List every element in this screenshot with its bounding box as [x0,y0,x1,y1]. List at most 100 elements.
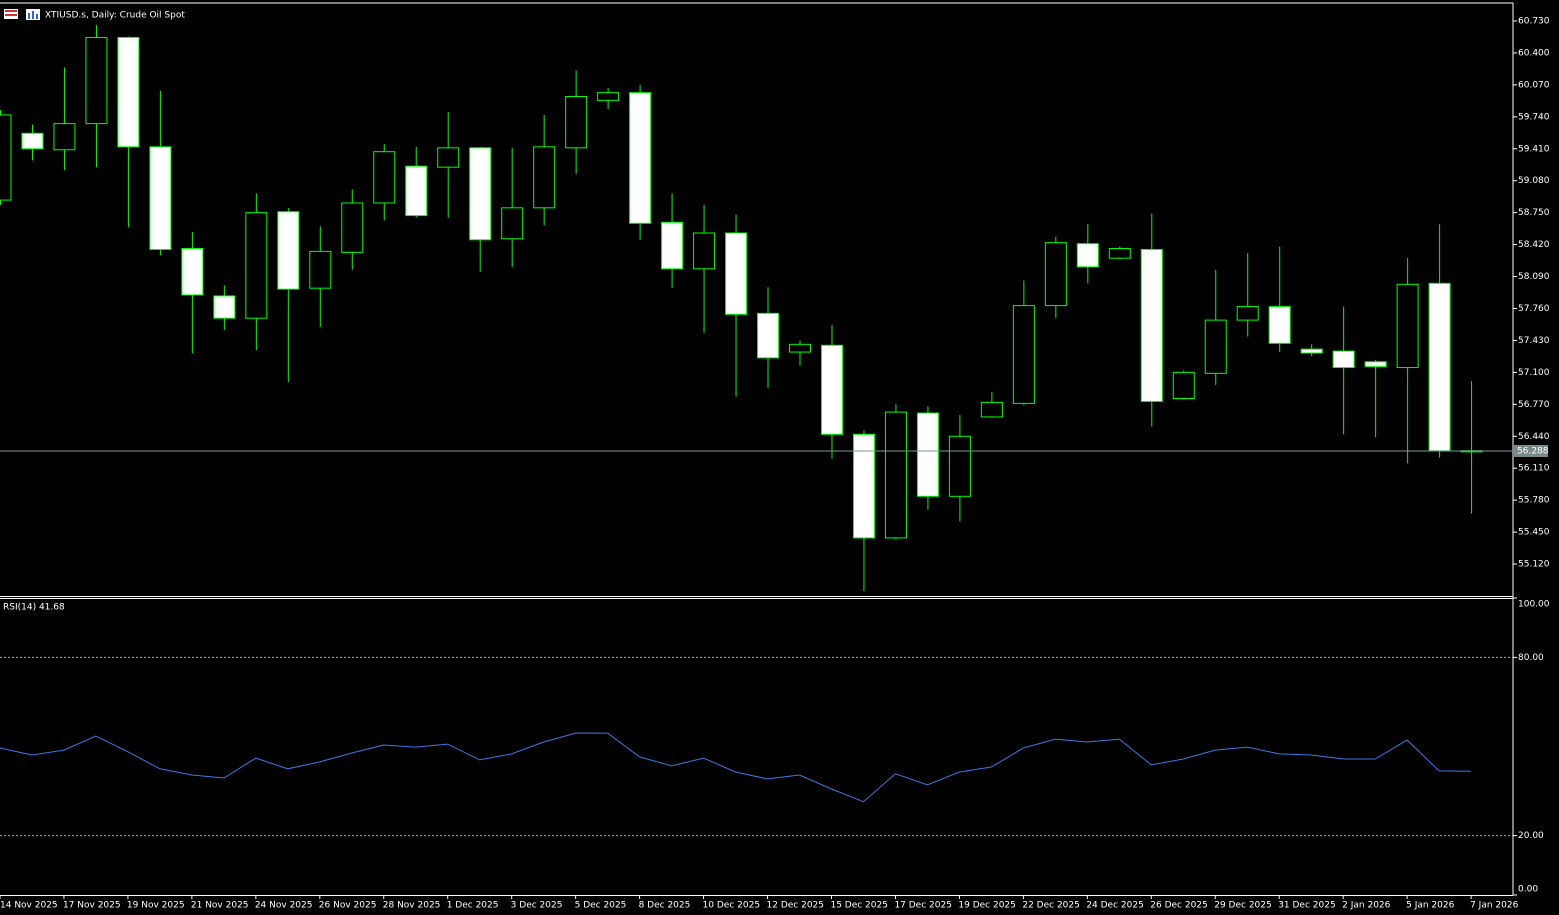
rsi-line [0,732,1472,803]
candle-body [1300,348,1323,354]
y-tick-label: 55.120 [1518,560,1550,570]
candle-body [661,221,684,270]
candle-body [213,295,236,319]
candle-body [820,344,843,435]
candle-body [1428,282,1451,452]
x-tick-label: 19 Dec 2025 [958,901,1016,911]
candle-body [1108,247,1131,259]
candle-body [884,411,907,539]
x-tick-label: 5 Jan 2026 [1406,901,1454,911]
y-tick-label: 60.070 [1518,80,1550,90]
candle-body [852,433,875,539]
x-tick-label: 19 Nov 2025 [127,901,185,911]
candle-body [565,96,588,149]
y-tick-label: 20.00 [1518,831,1544,841]
candle-body [597,92,620,101]
x-tick-label: 24 Dec 2025 [1086,901,1144,911]
y-tick-label: 56.770 [1518,400,1550,410]
y-tick-label: 60.400 [1518,48,1550,58]
candle-body [693,232,716,270]
x-tick-label: 17 Dec 2025 [894,901,952,911]
candle-body [1140,248,1163,402]
candle-body [277,211,300,290]
candle-body [373,151,396,204]
y-tick-label: 57.430 [1518,336,1550,346]
y-tick-label: 57.100 [1518,368,1550,378]
candle-body [916,412,939,497]
x-tick-label: 17 Nov 2025 [63,901,121,911]
candle-body [245,212,268,319]
x-tick-label: 3 Dec 2025 [511,901,563,911]
candle-body [469,147,492,241]
y-tick-label: 55.450 [1518,528,1550,538]
candle-body [341,202,364,253]
x-tick-label: 28 Nov 2025 [383,901,441,911]
x-tick-label: 12 Dec 2025 [767,901,825,911]
candle-body [21,132,44,150]
y-tick-label: 58.090 [1518,272,1550,282]
candle-body [789,343,811,353]
candle-body [117,36,140,148]
x-tick-label: 29 Dec 2025 [1214,901,1272,911]
candle-body [1044,242,1067,307]
candle-body [1204,319,1227,374]
chart-title: XTIUSD.s, Daily: Crude Oil Spot [45,11,185,21]
candle-body [980,401,1003,418]
candle-body [533,146,556,209]
y-tick-label: 60.730 [1518,17,1550,27]
candle-body [757,312,780,359]
y-tick-label: 0.00 [1518,885,1538,895]
last-price-label: 56.288 [1517,446,1549,456]
x-tick-label: 5 Dec 2025 [575,901,627,911]
y-tick-label: 59.410 [1518,144,1550,154]
x-tick-label: 10 Dec 2025 [703,901,761,911]
candle-body [0,114,12,201]
candle-body [1236,306,1259,321]
y-tick-label: 57.760 [1518,304,1550,314]
y-tick-label: 100.00 [1518,600,1550,610]
y-tick-label: 55.780 [1518,496,1550,506]
x-tick-label: 31 Dec 2025 [1278,901,1336,911]
candle-body [85,36,108,125]
x-tick-label: 24 Nov 2025 [255,901,313,911]
candle-body [1332,350,1355,369]
x-tick-label: 2 Jan 2026 [1342,901,1390,911]
x-tick-label: 8 Dec 2025 [639,901,691,911]
candle-body [501,207,524,240]
x-tick-label: 7 Jan 2026 [1470,901,1518,911]
candle-body [309,250,332,289]
last-price-box [1514,444,1548,457]
y-tick-label: 58.750 [1518,208,1550,218]
candle-body [149,146,172,250]
y-tick-label: 56.110 [1518,464,1550,474]
x-tick-label: 21 Nov 2025 [191,901,249,911]
candle-body [948,435,971,497]
candle-body [629,92,652,224]
y-tick-label: 56.440 [1518,432,1550,442]
candle-body [437,147,460,168]
candle-body [1268,306,1291,344]
candle-body [1396,283,1419,369]
candle-body [53,123,76,151]
candle-body [1012,305,1035,404]
y-tick-label: 59.080 [1518,176,1550,186]
x-tick-label: 14 Nov 2025 [0,901,58,911]
y-tick-label: 80.00 [1518,653,1544,663]
candle-body [181,247,204,296]
candle-body [1076,243,1099,268]
x-tick-label: 1 Dec 2025 [447,901,499,911]
indicator-title: RSI(14) 41.68 [3,603,65,613]
candle-body [1172,371,1195,400]
x-tick-label: 26 Nov 2025 [319,901,377,911]
x-tick-label: 15 Dec 2025 [830,901,888,911]
x-tick-label: 26 Dec 2025 [1150,901,1208,911]
candle-body [725,232,748,315]
candle-body [405,165,428,217]
y-tick-label: 59.740 [1518,112,1550,122]
x-tick-label: 22 Dec 2025 [1022,901,1080,911]
y-tick-label: 58.420 [1518,240,1550,250]
symbol-icon [4,9,40,20]
